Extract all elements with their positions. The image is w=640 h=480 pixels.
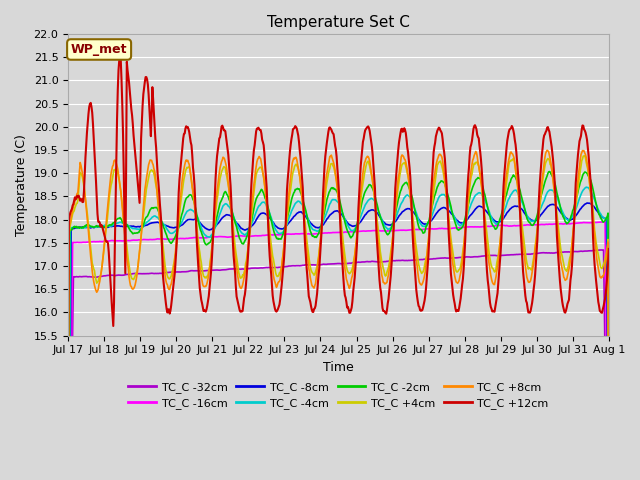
TC_C +4cm	[420, 267, 428, 273]
TC_C +12cm	[131, 141, 138, 146]
TC_C +4cm	[404, 173, 412, 179]
TC_C +8cm	[543, 147, 551, 153]
TC_C +8cm	[420, 276, 428, 282]
TC_C +12cm	[64, 342, 72, 348]
TC_C -8cm	[74, 225, 82, 230]
TC_C +8cm	[74, 190, 82, 195]
TC_C -8cm	[213, 221, 221, 227]
TC_C -4cm	[420, 224, 428, 229]
TC_C +4cm	[213, 196, 221, 202]
Line: TC_C -4cm: TC_C -4cm	[68, 187, 609, 480]
TC_C +12cm	[605, 246, 612, 252]
Line: TC_C -32cm: TC_C -32cm	[68, 250, 609, 480]
TC_C -16cm	[404, 227, 412, 233]
TC_C -32cm	[420, 256, 428, 262]
TC_C -4cm	[213, 219, 221, 225]
Title: Temperature Set C: Temperature Set C	[267, 15, 410, 30]
TC_C -2cm	[605, 420, 612, 425]
TC_C +12cm	[214, 147, 221, 153]
Text: WP_met: WP_met	[71, 43, 127, 56]
TC_C -2cm	[420, 230, 428, 236]
TC_C -2cm	[545, 168, 553, 174]
TC_C -2cm	[184, 193, 192, 199]
TC_C +4cm	[184, 165, 192, 170]
TC_C +8cm	[130, 286, 138, 291]
TC_C +4cm	[130, 276, 138, 282]
TC_C -16cm	[74, 240, 82, 245]
TC_C -2cm	[404, 182, 412, 188]
Legend: TC_C -32cm, TC_C -16cm, TC_C -8cm, TC_C -4cm, TC_C -2cm, TC_C +4cm, TC_C +8cm, T: TC_C -32cm, TC_C -16cm, TC_C -8cm, TC_C …	[124, 377, 553, 414]
TC_C +8cm	[184, 160, 192, 166]
TC_C +12cm	[116, 53, 124, 59]
TC_C -2cm	[130, 230, 138, 236]
TC_C +12cm	[74, 194, 82, 200]
TC_C -2cm	[213, 213, 221, 219]
TC_C -4cm	[404, 192, 412, 198]
TC_C -8cm	[404, 206, 412, 212]
TC_C +12cm	[405, 157, 413, 163]
TC_C -16cm	[184, 235, 192, 241]
Line: TC_C -2cm: TC_C -2cm	[68, 171, 609, 480]
Line: TC_C +8cm: TC_C +8cm	[68, 150, 609, 480]
TC_C -16cm	[601, 219, 609, 225]
X-axis label: Time: Time	[323, 361, 354, 374]
TC_C -32cm	[213, 267, 221, 273]
TC_C -32cm	[74, 274, 82, 280]
TC_C -4cm	[582, 184, 590, 190]
TC_C -2cm	[74, 225, 82, 230]
TC_C -32cm	[598, 247, 605, 253]
TC_C -8cm	[130, 223, 138, 229]
TC_C -8cm	[420, 221, 428, 227]
TC_C -32cm	[184, 268, 192, 274]
TC_C -16cm	[130, 237, 138, 243]
TC_C +12cm	[186, 129, 193, 135]
TC_C -8cm	[184, 217, 192, 223]
TC_C -32cm	[130, 271, 138, 276]
Line: TC_C -16cm: TC_C -16cm	[68, 222, 609, 480]
Line: TC_C +12cm: TC_C +12cm	[68, 56, 609, 345]
TC_C +12cm	[420, 298, 428, 303]
TC_C -16cm	[420, 226, 428, 232]
TC_C -4cm	[184, 207, 192, 213]
TC_C +4cm	[581, 153, 589, 159]
TC_C +4cm	[74, 197, 82, 203]
TC_C -4cm	[130, 226, 138, 231]
TC_C +8cm	[213, 188, 221, 194]
TC_C -16cm	[213, 234, 221, 240]
TC_C +8cm	[404, 173, 412, 179]
Line: TC_C -8cm: TC_C -8cm	[68, 203, 609, 480]
Line: TC_C +4cm: TC_C +4cm	[68, 156, 609, 480]
TC_C -32cm	[404, 258, 412, 264]
Y-axis label: Temperature (C): Temperature (C)	[15, 134, 28, 236]
TC_C -4cm	[74, 225, 82, 231]
TC_C -8cm	[583, 200, 591, 206]
